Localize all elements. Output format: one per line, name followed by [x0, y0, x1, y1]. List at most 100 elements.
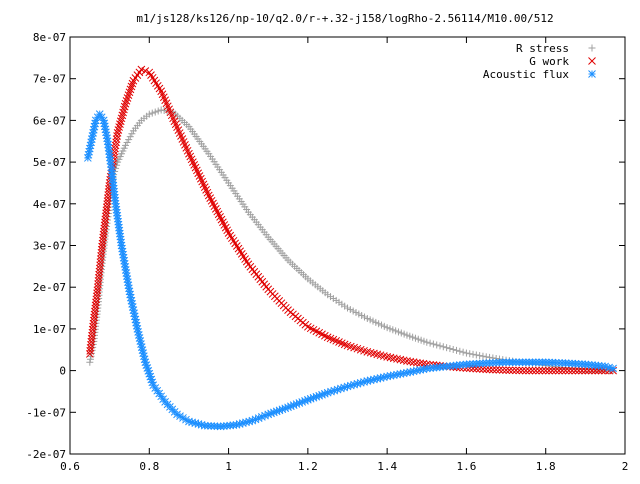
data-point: [95, 264, 104, 273]
data-point: [548, 366, 557, 375]
data-point: [94, 280, 102, 288]
data-point: [123, 94, 132, 102]
data-point: [127, 82, 136, 91]
data-point: [116, 120, 124, 129]
data-point: [502, 366, 510, 375]
data-point: [531, 366, 540, 375]
data-point: [114, 126, 123, 134]
data-point: [113, 132, 121, 140]
y-tick-label: 0: [59, 365, 66, 378]
x-tick-label: 0.8: [139, 460, 159, 473]
legend-label: R stress: [516, 42, 569, 55]
data-point: [492, 365, 501, 374]
data-point: [93, 283, 102, 292]
data-point: [112, 138, 120, 147]
data-point: [111, 141, 120, 150]
data-point: [522, 366, 530, 375]
data-point: [329, 335, 338, 344]
data-point: [476, 352, 484, 360]
x-tick-label: 1.8: [536, 460, 556, 473]
data-point: [151, 108, 159, 116]
data-point: [482, 353, 490, 361]
data-point: [122, 96, 131, 105]
data-point: [116, 117, 125, 126]
data-point: [443, 344, 451, 352]
data-point: [112, 135, 121, 144]
data-point: [95, 270, 103, 279]
data-point: [564, 366, 573, 375]
x-tick-label: 1.2: [298, 460, 318, 473]
legend-label: G work: [529, 55, 569, 68]
data-point: [538, 366, 547, 375]
data-point: [423, 338, 431, 346]
data-point: [479, 365, 487, 373]
data-point: [120, 105, 128, 114]
y-tick-label: 5e-07: [33, 156, 66, 169]
data-point: [95, 267, 104, 276]
y-tick-label: 4e-07: [33, 198, 66, 211]
data-point: [97, 248, 106, 257]
data-point: [126, 85, 135, 94]
y-tick-label: 1e-07: [33, 323, 66, 336]
data-point: [124, 91, 133, 99]
data-point: [472, 351, 480, 359]
data-point: [482, 365, 491, 374]
data-point: [128, 130, 136, 138]
data-point: [115, 123, 124, 131]
data-point: [332, 336, 341, 345]
data-point: [568, 366, 576, 375]
data-point: [120, 102, 129, 111]
data-point: [87, 352, 95, 360]
data-point: [439, 343, 447, 351]
data-point: [446, 345, 454, 353]
y-tick-label: 3e-07: [33, 240, 66, 253]
data-point: [337, 339, 346, 348]
data-point: [335, 338, 343, 346]
data-point: [459, 348, 467, 356]
data-point: [86, 358, 94, 366]
data-point: [462, 349, 470, 357]
data-point: [545, 366, 553, 375]
data-point: [541, 366, 550, 375]
data-point: [94, 277, 103, 285]
data-point: [403, 357, 411, 365]
data-point: [558, 366, 567, 375]
data-point: [515, 366, 524, 375]
data-point: [96, 255, 105, 263]
data-point: [121, 99, 130, 108]
data-point: [456, 347, 464, 355]
series-acoustic-flux: [83, 110, 617, 431]
data-point: [118, 111, 127, 120]
data-point: [489, 365, 497, 374]
data-point: [97, 252, 105, 260]
data-point: [571, 366, 580, 375]
data-point: [609, 364, 617, 373]
legend-marker: [588, 70, 596, 78]
data-point: [123, 139, 131, 147]
data-point: [528, 366, 537, 375]
data-point: [120, 256, 129, 265]
chart-title: m1/js128/ks126/np-10/q2.0/r-+.32-j158/lo…: [136, 12, 553, 25]
data-point: [119, 108, 127, 117]
data-point: [578, 366, 586, 375]
data-point: [518, 366, 527, 375]
x-tick-label: 1.4: [377, 460, 397, 473]
data-point: [485, 365, 494, 374]
data-point: [453, 346, 461, 354]
data-point: [416, 359, 425, 368]
data-point: [498, 366, 507, 374]
y-tick-label: 8e-07: [33, 31, 66, 44]
data-point: [466, 350, 474, 358]
data-point: [406, 357, 415, 366]
data-point: [505, 366, 514, 375]
data-point: [449, 345, 457, 353]
data-point: [96, 258, 105, 267]
data-point: [426, 339, 434, 347]
data-point: [413, 358, 421, 367]
data-point: [154, 107, 162, 115]
y-tick-label: 7e-07: [33, 73, 66, 86]
y-tick-label: 2e-07: [33, 281, 66, 294]
data-point: [433, 341, 441, 349]
